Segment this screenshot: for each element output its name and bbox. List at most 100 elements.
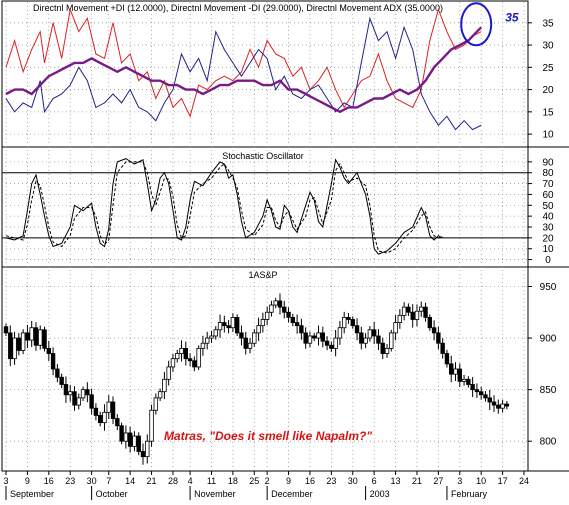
bar-body xyxy=(320,332,325,342)
price-bar xyxy=(363,333,368,349)
bar-body xyxy=(217,322,223,331)
price-bar xyxy=(25,324,30,349)
bar-body xyxy=(63,384,69,396)
bar-body xyxy=(431,327,437,334)
price-bar xyxy=(371,321,377,345)
bar-body xyxy=(230,317,236,329)
bar-body xyxy=(466,378,471,385)
bar-body xyxy=(367,329,373,339)
bar-body xyxy=(316,332,321,339)
price-bar xyxy=(324,336,330,351)
price-bar xyxy=(123,425,129,449)
bar-body xyxy=(170,358,176,368)
price-bar xyxy=(200,335,206,356)
price-bar xyxy=(470,377,475,398)
bar-body xyxy=(3,326,9,334)
price-bar xyxy=(115,414,120,431)
adx-line xyxy=(5,26,483,114)
bar-body xyxy=(346,317,351,320)
bar-body xyxy=(179,347,184,354)
price-bar xyxy=(183,341,189,366)
bar-body xyxy=(72,391,77,406)
y-tick-label: 20 xyxy=(542,85,554,96)
bar-body xyxy=(102,411,107,424)
price-bar xyxy=(333,330,338,357)
price-bar xyxy=(175,349,180,363)
bar-body xyxy=(436,332,441,344)
bar-body xyxy=(354,325,360,334)
bar-body xyxy=(312,335,317,339)
price-bar xyxy=(329,341,334,353)
price-bar xyxy=(303,327,308,349)
price-bar xyxy=(89,388,94,415)
bar-body xyxy=(423,306,428,318)
price-bar xyxy=(256,317,261,341)
bar-body xyxy=(453,368,458,375)
bar-body xyxy=(290,317,296,323)
bar-body xyxy=(389,332,394,349)
bar-body xyxy=(93,407,99,416)
plus-di-line xyxy=(5,7,482,118)
y-tick-label: 30 xyxy=(542,41,554,52)
x-tick-label: 7 xyxy=(106,476,111,486)
price-bar xyxy=(389,329,394,352)
bar-body xyxy=(427,317,433,329)
bar-body xyxy=(145,440,150,458)
bar-body xyxy=(183,347,189,360)
bar-body xyxy=(478,391,484,396)
bar-body xyxy=(55,368,60,378)
annotation-label: 35 xyxy=(505,10,519,24)
price-bar xyxy=(132,431,137,452)
price-bar xyxy=(102,404,107,431)
price-bar xyxy=(440,338,445,359)
price-bar xyxy=(299,318,304,340)
y-tick-label: 850 xyxy=(540,385,557,396)
bar-body xyxy=(380,342,385,354)
x-tick-label: 3 xyxy=(457,476,462,486)
price-bar xyxy=(85,382,90,403)
bar-body xyxy=(222,322,227,327)
bar-body xyxy=(127,432,133,447)
bar-body xyxy=(363,337,368,344)
y-tick-label: 0 xyxy=(545,255,551,266)
price-bar xyxy=(312,332,317,342)
y-tick-label: 10 xyxy=(542,244,554,255)
bar-body xyxy=(286,311,291,318)
bar-body xyxy=(337,327,343,339)
price-bar xyxy=(397,309,403,329)
bar-body xyxy=(371,329,377,337)
panel-title-price: 1AS&P xyxy=(248,270,277,280)
price-bar xyxy=(380,337,385,360)
bar-body xyxy=(483,394,488,399)
price-bar xyxy=(145,434,150,464)
bar-body xyxy=(50,353,56,370)
bar-body xyxy=(491,401,497,406)
bar-body xyxy=(175,353,180,360)
price-bar xyxy=(230,313,236,333)
bar-body xyxy=(282,306,287,313)
x-tick-label: 2 xyxy=(265,476,270,486)
x-tick-label: 30 xyxy=(87,476,97,486)
bar-body xyxy=(157,391,163,399)
price-bar xyxy=(423,302,428,322)
x-tick-label: 9 xyxy=(286,476,291,486)
bar-body xyxy=(76,397,81,406)
bar-body xyxy=(299,325,304,334)
x-tick-label: 16 xyxy=(305,476,315,486)
price-bar xyxy=(354,318,360,341)
price-bar xyxy=(42,326,47,352)
price-bar xyxy=(478,386,484,400)
bar-body xyxy=(341,317,347,329)
bar-body xyxy=(123,432,129,442)
bar-body xyxy=(252,332,257,344)
bar-body xyxy=(419,306,424,312)
panel-title-dmi: Directnl Movement +DI (12.0000), Directn… xyxy=(33,3,443,13)
price-bar xyxy=(457,363,462,387)
price-bar xyxy=(491,395,497,412)
bar-body xyxy=(140,451,146,458)
price-bar xyxy=(294,314,300,334)
y-axis: 800 850 900 950 xyxy=(2,282,557,448)
price-bar xyxy=(20,329,26,355)
bar-body xyxy=(376,335,381,344)
bar-body xyxy=(397,314,403,323)
